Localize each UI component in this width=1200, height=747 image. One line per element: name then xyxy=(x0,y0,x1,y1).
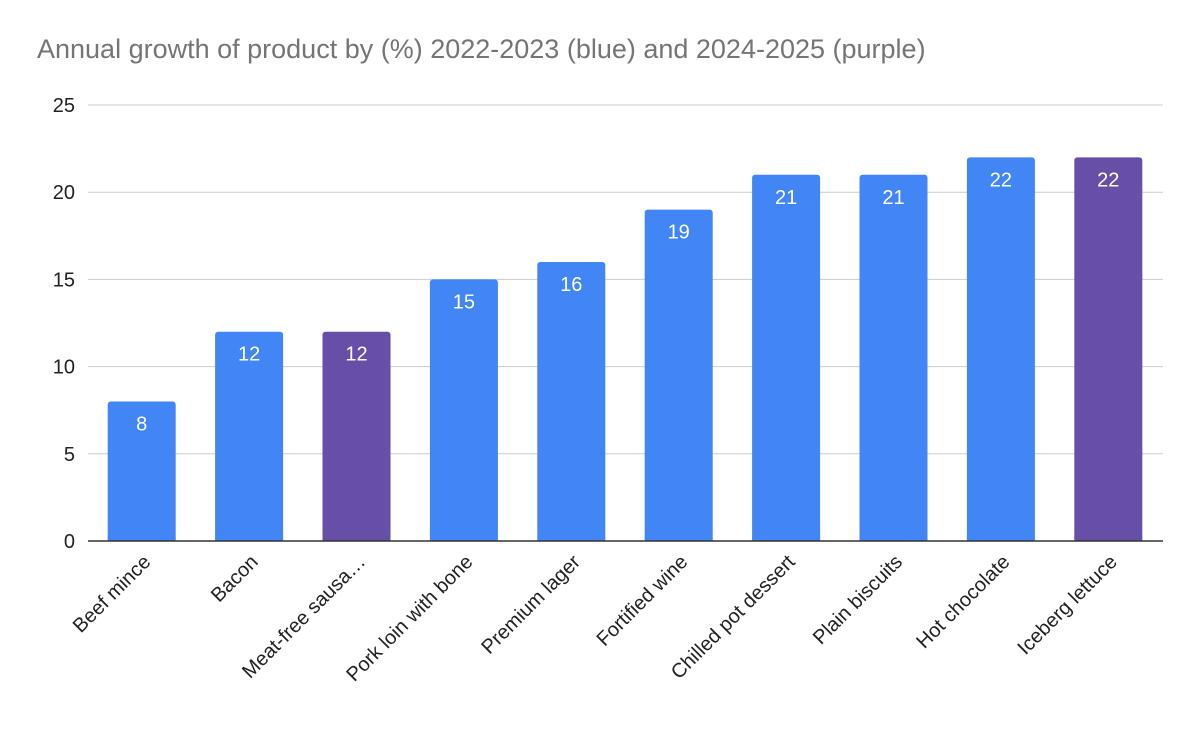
y-tick-label: 5 xyxy=(64,444,75,466)
data-label: 21 xyxy=(882,187,904,209)
data-label: 12 xyxy=(238,344,260,366)
bar-base xyxy=(966,537,1035,541)
bar-premium-lager xyxy=(537,261,606,541)
x-tick-label: Hot chocolate xyxy=(912,551,1014,653)
x-tick-label: Premium lager xyxy=(477,551,585,659)
bars xyxy=(107,157,1143,541)
bar-base xyxy=(752,537,821,541)
x-tick-label: Fortified wine xyxy=(593,551,693,651)
y-tick-label: 20 xyxy=(53,182,75,204)
bar-iceberg-lettuce xyxy=(1074,157,1143,541)
x-tick-label: Iceberg lettuce xyxy=(1014,551,1122,659)
data-label: 19 xyxy=(668,222,690,244)
data-labels: 8 12 12 15 16 19 21 21 22 22 xyxy=(136,169,1119,435)
bar-hot-chocolate xyxy=(966,157,1035,541)
bar-fortified-wine xyxy=(644,209,713,541)
y-axis-ticks: 0 5 10 15 20 25 xyxy=(53,95,75,553)
data-label: 22 xyxy=(1097,169,1119,191)
bar-base xyxy=(537,537,606,541)
bar-meat-free-sausa xyxy=(322,331,391,541)
bar-base xyxy=(429,537,498,541)
data-label: 16 xyxy=(560,274,582,296)
data-label: 15 xyxy=(453,291,475,313)
data-label: 12 xyxy=(345,344,367,366)
bar-pork-loin-with-bone xyxy=(429,279,498,541)
bar-base xyxy=(859,537,928,541)
x-tick-label: Plain biscuits xyxy=(809,551,907,649)
data-label: 8 xyxy=(136,413,147,435)
y-tick-label: 10 xyxy=(53,357,75,379)
y-tick-label: 25 xyxy=(53,95,75,117)
bar-plain-biscuits xyxy=(859,174,928,541)
chart-title: Annual growth of product by (%) 2022-202… xyxy=(37,34,926,64)
x-tick-label: Bacon xyxy=(207,551,263,607)
bar-base xyxy=(107,537,176,541)
bar-base xyxy=(322,537,391,541)
data-label: 22 xyxy=(990,169,1012,191)
y-tick-label: 0 xyxy=(64,531,75,553)
bar-base xyxy=(644,537,713,541)
y-tick-label: 15 xyxy=(53,269,75,291)
x-tick-label: Beef mince xyxy=(69,551,155,637)
bar-base xyxy=(1074,537,1143,541)
bar-base xyxy=(215,537,284,541)
bar-beef-mince xyxy=(107,401,176,541)
bar-bacon xyxy=(215,331,284,541)
data-label: 21 xyxy=(775,187,797,209)
bar-chilled-pot-dessert xyxy=(752,174,821,541)
